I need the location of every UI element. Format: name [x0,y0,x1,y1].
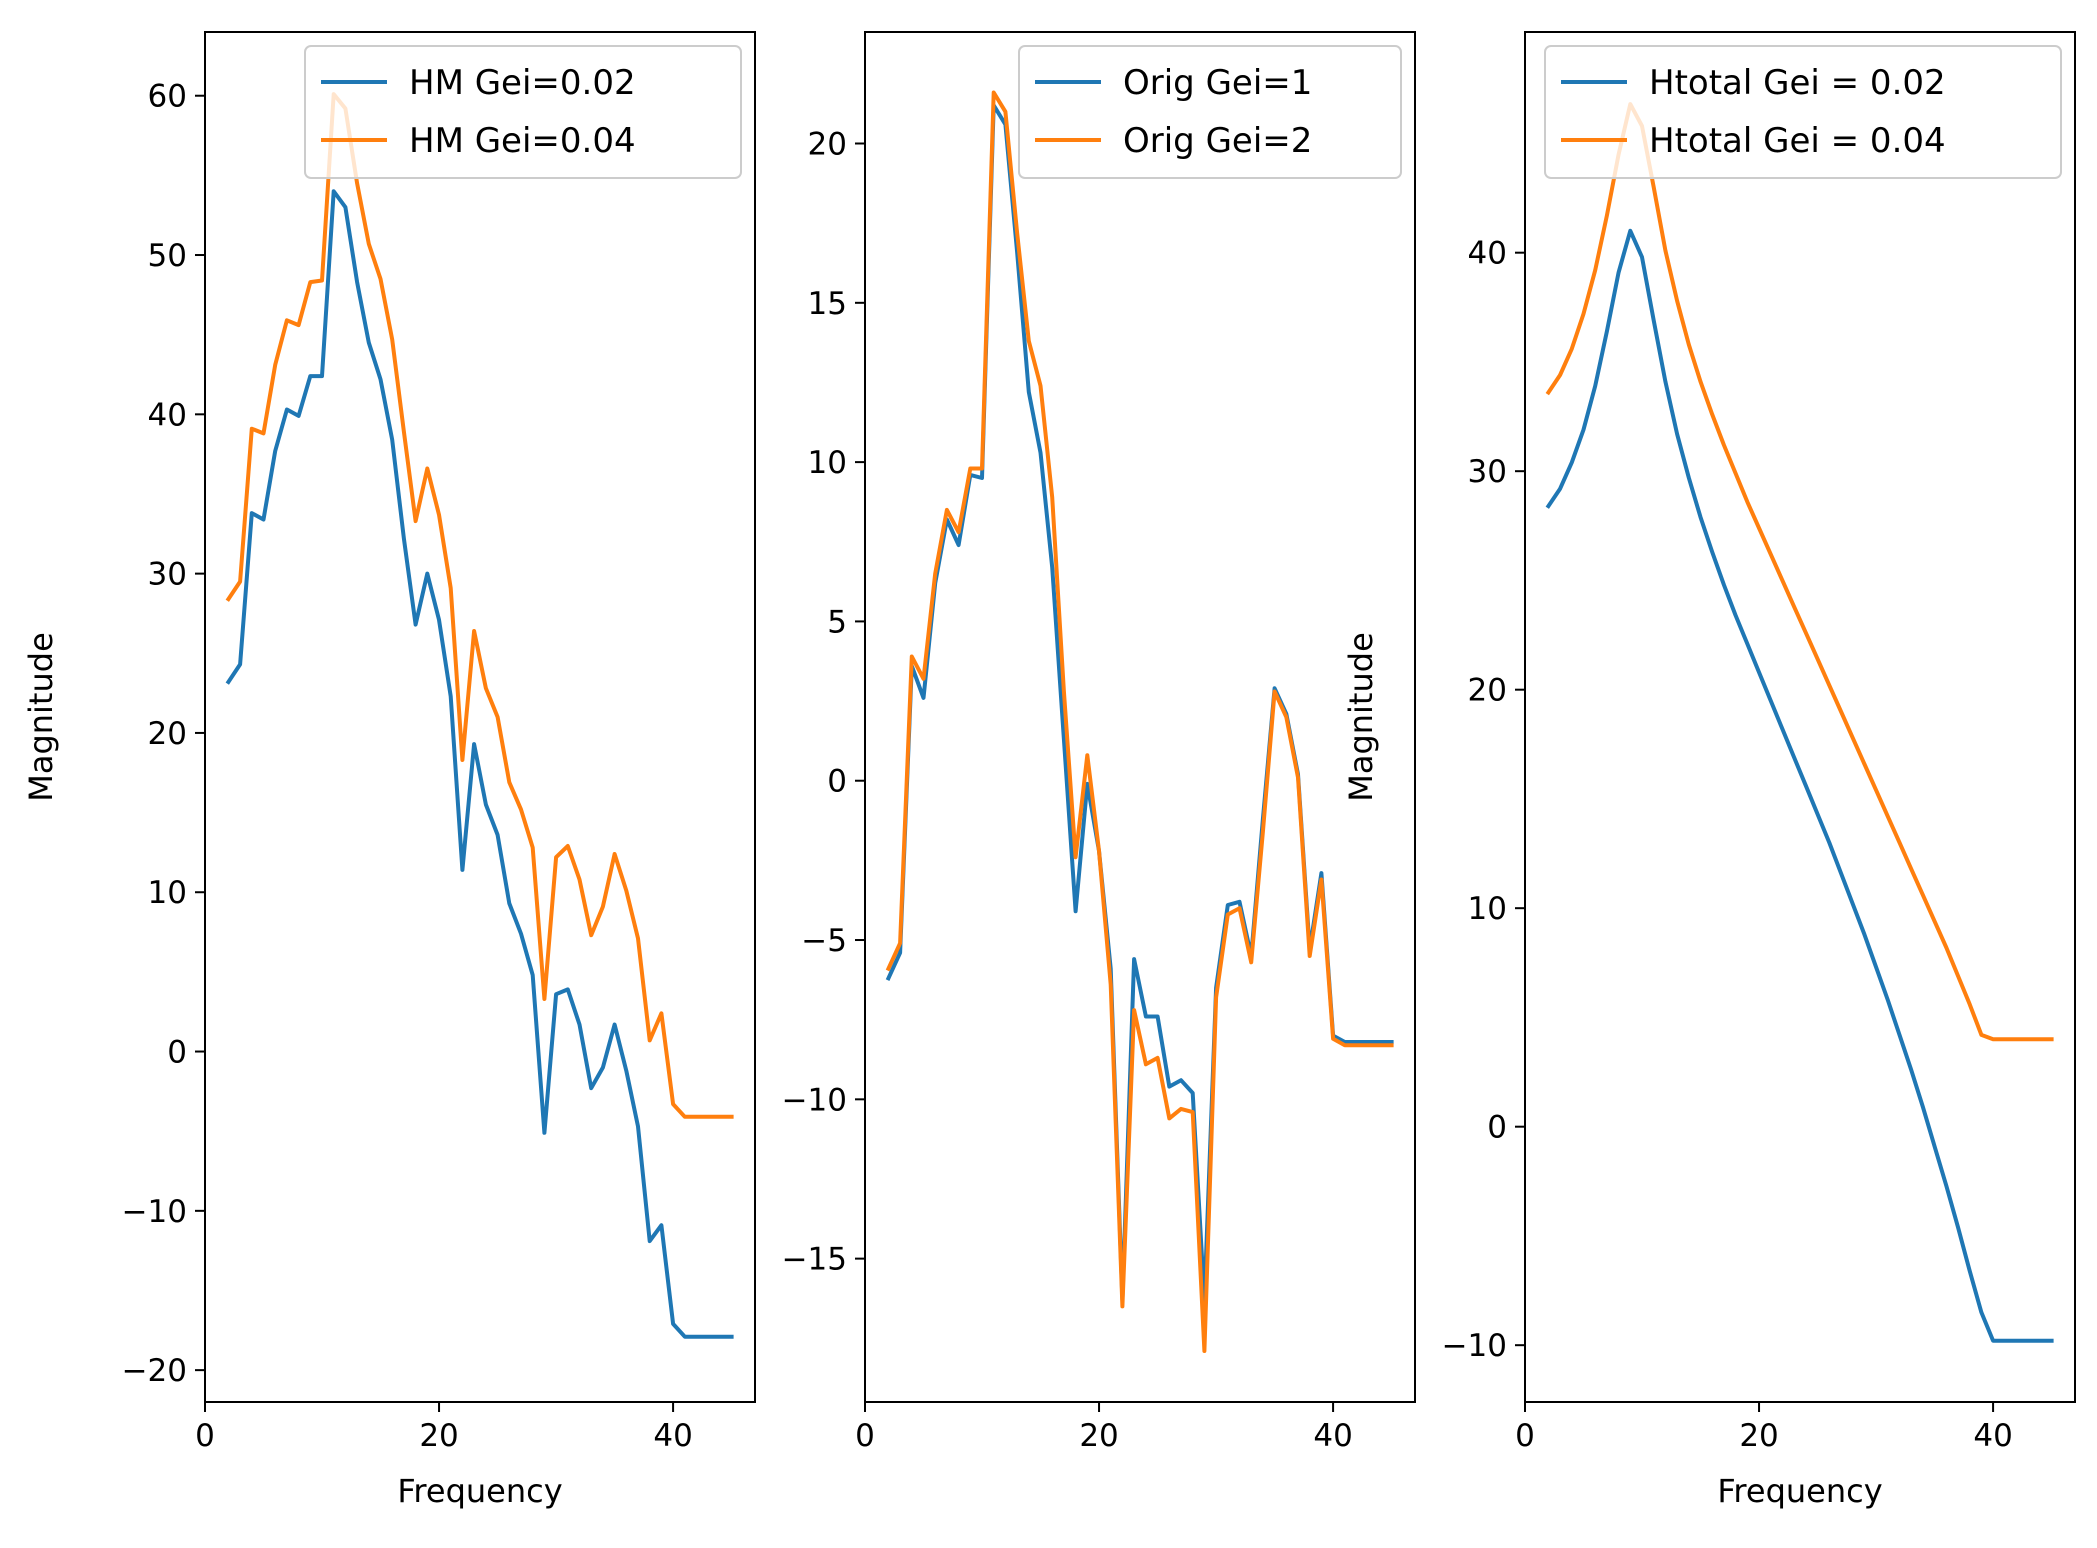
y-tick-label: 5 [827,604,847,640]
legend-label: Htotal Gei = 0.02 [1649,63,1946,103]
x-tick-label: 40 [1973,1418,2012,1454]
legend-label: Orig Gei=1 [1123,63,1312,103]
series-line-0 [1545,228,2054,1343]
y-tick-label: 50 [148,238,187,274]
y-tick-label: 10 [148,875,187,911]
y-tick-label: 0 [827,764,847,800]
x-tick-label: 0 [1515,1418,1535,1454]
legend: Htotal Gei = 0.02 Htotal Gei = 0.04 [1544,45,2062,179]
y-tick-label: −10 [1442,1328,1507,1364]
legend-box [1544,45,2062,179]
subplot-htotal: 0 20 40 −10 0 10 20 30 40 Frequency Magnitude Htota… [1342,31,2076,1510]
plot-frame [1524,31,2076,1403]
series-line-1 [885,90,1394,1353]
y-tick-label: 20 [148,716,187,752]
x-axis-label: Frequency [397,1472,562,1510]
legend-box [1018,45,1402,179]
legend: HM Gei=0.02 HM Gei=0.04 [304,45,742,179]
y-tick-label: −10 [782,1082,847,1118]
y-tick-label: 30 [148,557,187,593]
y-tick-label: 30 [1468,454,1507,490]
x-tick-label: 0 [195,1418,215,1454]
y-tick-label: 40 [1468,236,1507,272]
x-tick-label: 40 [653,1418,692,1454]
y-tick-label: −10 [122,1194,187,1230]
x-tick-label: 20 [1739,1418,1778,1454]
legend-label: HM Gei=0.02 [409,63,636,103]
y-tick-label: 10 [808,445,847,481]
y-tick-label: −5 [801,923,847,959]
x-tick-label: 0 [855,1418,875,1454]
y-tick-label: 0 [1487,1110,1507,1146]
y-tick-label: 20 [1468,673,1507,709]
legend-label: Orig Gei=2 [1123,121,1312,161]
y-tick-label: −20 [122,1353,187,1389]
y-tick-label: 0 [167,1035,187,1071]
series-line-0 [225,189,734,1339]
y-axis-label: Magnitude [22,632,60,802]
plot-frame [204,31,756,1403]
x-tick-label: 20 [1079,1418,1118,1454]
y-axis-label: Magnitude [1342,632,1380,802]
y-tick-label: 20 [808,127,847,163]
plot-frame [864,31,1416,1403]
subplot-hm: 0 20 40 −20 −10 0 10 20 30 40 50 60 Frequency Magnitu… [22,31,756,1510]
series-line-0 [885,103,1394,1302]
x-tick-label: 40 [1313,1418,1352,1454]
y-tick-label: 10 [1468,891,1507,927]
legend-label: Htotal Gei = 0.04 [1649,121,1946,161]
x-axis-label: Frequency [1717,1472,1882,1510]
x-tick-label: 20 [419,1418,458,1454]
y-tick-label: −15 [782,1242,847,1278]
legend-box [304,45,742,179]
y-tick-label: 40 [148,397,187,433]
y-tick-label: 60 [148,79,187,115]
legend-label: HM Gei=0.04 [409,121,636,161]
series-line-1 [1545,102,2054,1042]
y-tick-label: 15 [808,286,847,322]
legend: Orig Gei=1 Orig Gei=2 [1018,45,1402,179]
series-line-1 [225,92,734,1119]
